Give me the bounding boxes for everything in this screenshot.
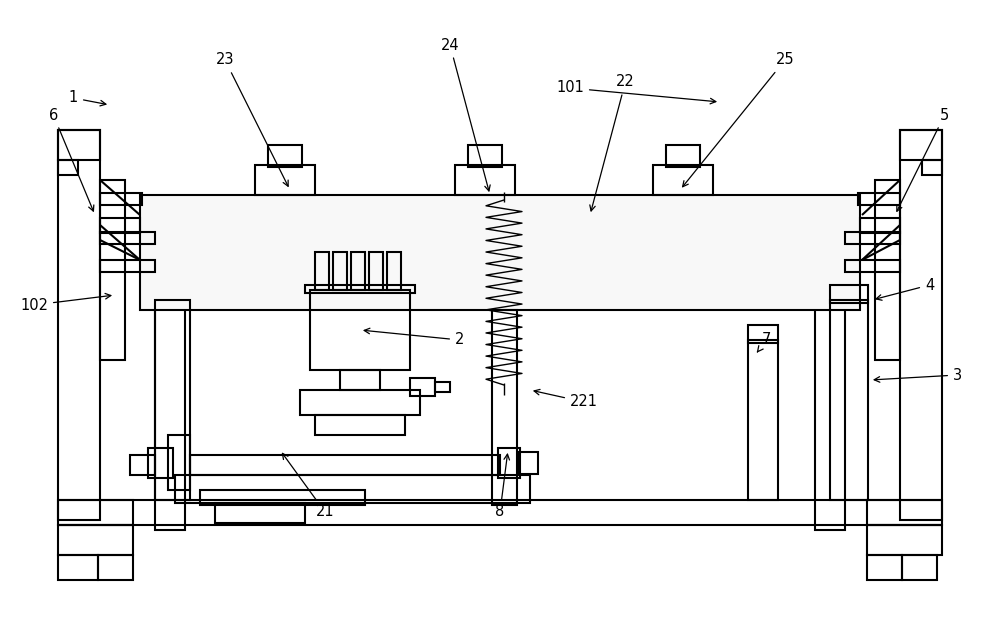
Bar <box>875 180 900 360</box>
Bar <box>148 448 173 478</box>
Bar <box>100 260 155 272</box>
Bar <box>867 500 942 525</box>
Bar <box>255 165 315 195</box>
Bar <box>175 475 530 503</box>
Bar <box>200 490 365 505</box>
Bar <box>492 310 517 505</box>
Bar <box>922 160 942 175</box>
Text: 25: 25 <box>683 53 794 187</box>
Bar <box>155 240 185 530</box>
Bar <box>98 555 133 580</box>
Bar <box>867 525 942 555</box>
Bar <box>130 455 155 475</box>
Bar <box>830 285 868 303</box>
Bar <box>468 145 502 167</box>
Bar <box>58 525 133 555</box>
Bar <box>100 193 142 205</box>
Text: 22: 22 <box>590 75 635 211</box>
Text: 8: 8 <box>495 454 510 520</box>
Bar <box>305 285 415 293</box>
Text: 1: 1 <box>69 91 106 106</box>
Bar <box>902 555 937 580</box>
Bar <box>300 390 420 415</box>
Bar <box>455 165 515 195</box>
Text: 24: 24 <box>441 37 490 191</box>
Bar <box>190 455 500 475</box>
Bar <box>410 378 435 396</box>
Bar <box>58 160 78 175</box>
Bar <box>435 382 450 392</box>
Bar <box>653 165 713 195</box>
Text: 6: 6 <box>49 107 94 211</box>
Bar <box>830 300 868 500</box>
Bar <box>867 555 902 580</box>
Bar <box>315 415 405 435</box>
Bar <box>369 252 383 290</box>
Bar <box>100 218 140 233</box>
Text: 23: 23 <box>216 53 288 186</box>
Text: 102: 102 <box>20 294 111 312</box>
Bar <box>518 452 538 474</box>
Bar <box>100 180 125 360</box>
Bar <box>58 130 100 160</box>
Bar <box>333 252 347 290</box>
Text: 3: 3 <box>874 368 962 383</box>
Text: 2: 2 <box>364 329 464 348</box>
Bar <box>268 145 302 167</box>
Text: 4: 4 <box>876 278 934 300</box>
Bar <box>58 500 133 525</box>
Bar <box>748 325 778 343</box>
Text: 7: 7 <box>757 332 771 352</box>
Text: 5: 5 <box>897 107 949 211</box>
Bar <box>58 555 98 580</box>
Bar <box>845 232 900 244</box>
Bar <box>666 145 700 167</box>
Bar <box>860 218 900 233</box>
Bar <box>858 193 900 205</box>
Bar <box>748 340 778 500</box>
Bar <box>498 448 520 478</box>
Text: 21: 21 <box>282 453 334 520</box>
Bar <box>155 300 190 500</box>
Bar <box>58 130 100 520</box>
Bar <box>340 370 380 390</box>
Bar <box>100 232 155 244</box>
Bar <box>351 252 365 290</box>
Bar <box>815 240 845 530</box>
Text: 221: 221 <box>534 389 598 409</box>
Bar <box>168 435 190 490</box>
Bar <box>900 130 942 160</box>
Bar <box>310 290 410 370</box>
Bar <box>845 260 900 272</box>
Bar <box>900 130 942 520</box>
Bar <box>387 252 401 290</box>
Text: 101: 101 <box>556 81 716 104</box>
Bar <box>140 195 860 310</box>
Bar <box>315 252 329 290</box>
Bar <box>215 503 305 523</box>
